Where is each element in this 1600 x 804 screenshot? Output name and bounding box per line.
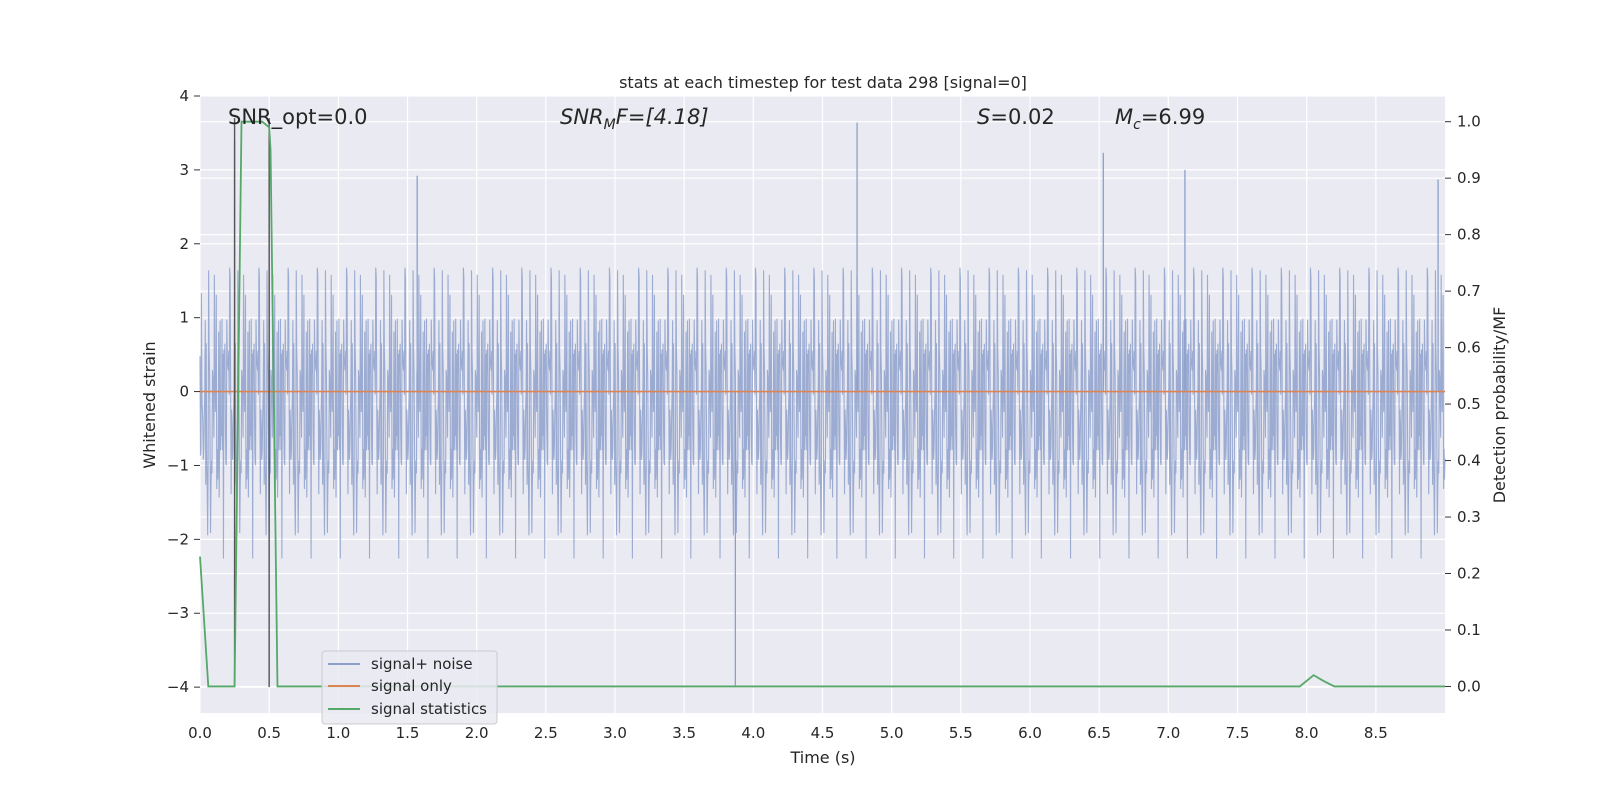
y-tick-label: −4 [167, 678, 189, 696]
snr-mf-base: SNR [560, 105, 604, 129]
mc-value: =6.99 [1141, 105, 1205, 129]
x-tick-label: 7.0 [1156, 724, 1180, 742]
x-tick-label: 8.5 [1364, 724, 1388, 742]
x-tick-label: 8.0 [1295, 724, 1319, 742]
s-value: =0.02 [990, 105, 1054, 129]
x-tick-label: 1.5 [396, 724, 420, 742]
x-tick-label: 3.0 [603, 724, 627, 742]
y-tick-label: −3 [167, 604, 189, 622]
series-signal-statistics-line [199, 120, 1445, 688]
snr-opt-annotation: SNR_opt=0.0 [228, 105, 368, 130]
y-tick-label: 2 [179, 235, 189, 253]
x-tick-label: 1.0 [326, 724, 350, 742]
y-tick-label: −1 [167, 456, 189, 474]
x-ticks: 0.0 0.5 1.0 1.5 2.0 2.5 3.0 3.5 4.0 4.5 5.0 5.5 6.0 6… [188, 724, 1388, 742]
grid-layer [199, 95, 1445, 713]
series-signal-noise-line [199, 267, 1446, 559]
x-tick-label: 3.5 [672, 724, 696, 742]
x-tick-label: 4.0 [741, 724, 765, 742]
y-tick-label: 3 [179, 161, 189, 179]
x-tick-label: 0.5 [257, 724, 281, 742]
mc-sub: c [1133, 117, 1141, 133]
y-ticks: −4 −3 −2 −1 0 1 2 3 4 [167, 87, 200, 696]
y-tick-label: −2 [167, 530, 189, 548]
legend-label-noise: signal+ noise [371, 655, 473, 673]
legend: signal+ noise signal only signal statist… [321, 650, 498, 725]
y2-tick-label: 0.8 [1457, 226, 1481, 244]
y2-tick-label: 0.7 [1457, 282, 1481, 300]
y2-tick-label: 0.6 [1457, 339, 1481, 357]
y2-tick-label: 0.2 [1457, 565, 1481, 583]
noise-layer [199, 122, 1446, 688]
legend-label-signal: signal only [371, 677, 452, 695]
y2-tick-label: 0.0 [1457, 677, 1481, 695]
y-tick-label: 0 [179, 383, 189, 401]
y2-ticks: 0.0 0.1 0.2 0.3 0.4 0.5 0.6 0.7 0.8 0.9 1.0 [1445, 113, 1481, 695]
y-tick-label: 4 [179, 87, 189, 105]
x-tick-label: 7.5 [1226, 724, 1250, 742]
x-tick-label: 0.0 [188, 724, 212, 742]
y2-tick-label: 0.1 [1457, 621, 1481, 639]
y2-tick-label: 0.3 [1457, 508, 1481, 526]
s-annotation: S=0.02 [977, 105, 1055, 129]
y2-tick-label: 0.4 [1457, 452, 1481, 470]
y2-axis-label: Detection probability/MF [1490, 307, 1509, 504]
y2-tick-label: 0.5 [1457, 395, 1481, 413]
mc-base: M [1115, 105, 1133, 129]
x-tick-label: 4.5 [811, 724, 835, 742]
y2-tick-label: 1.0 [1457, 113, 1481, 131]
x-tick-label: 2.0 [465, 724, 489, 742]
x-tick-label: 5.5 [949, 724, 973, 742]
snr-mf-sub: M [604, 117, 616, 133]
s-symbol: S [977, 105, 990, 129]
y-axis-label: Whitened strain [140, 341, 159, 468]
mc-annotation: Mc=6.99 [1115, 105, 1205, 133]
snr-mf-annotation: SNRMF=[4.18] [560, 105, 709, 133]
x-axis-label: Time (s) [789, 748, 855, 767]
x-tick-label: 6.5 [1087, 724, 1111, 742]
legend-box [321, 650, 498, 725]
x-tick-label: 2.5 [534, 724, 558, 742]
series-layer [199, 118, 1445, 688]
x-tick-label: 5.0 [880, 724, 904, 742]
snr-mf-rest: F=[4.18] [616, 105, 709, 129]
legend-label-stat: signal statistics [371, 700, 487, 718]
x-tick-label: 6.0 [1018, 724, 1042, 742]
y2-tick-label: 0.9 [1457, 169, 1481, 187]
chart-title: stats at each timestep for test data 298… [619, 73, 1027, 92]
y-tick-label: 1 [179, 309, 189, 327]
